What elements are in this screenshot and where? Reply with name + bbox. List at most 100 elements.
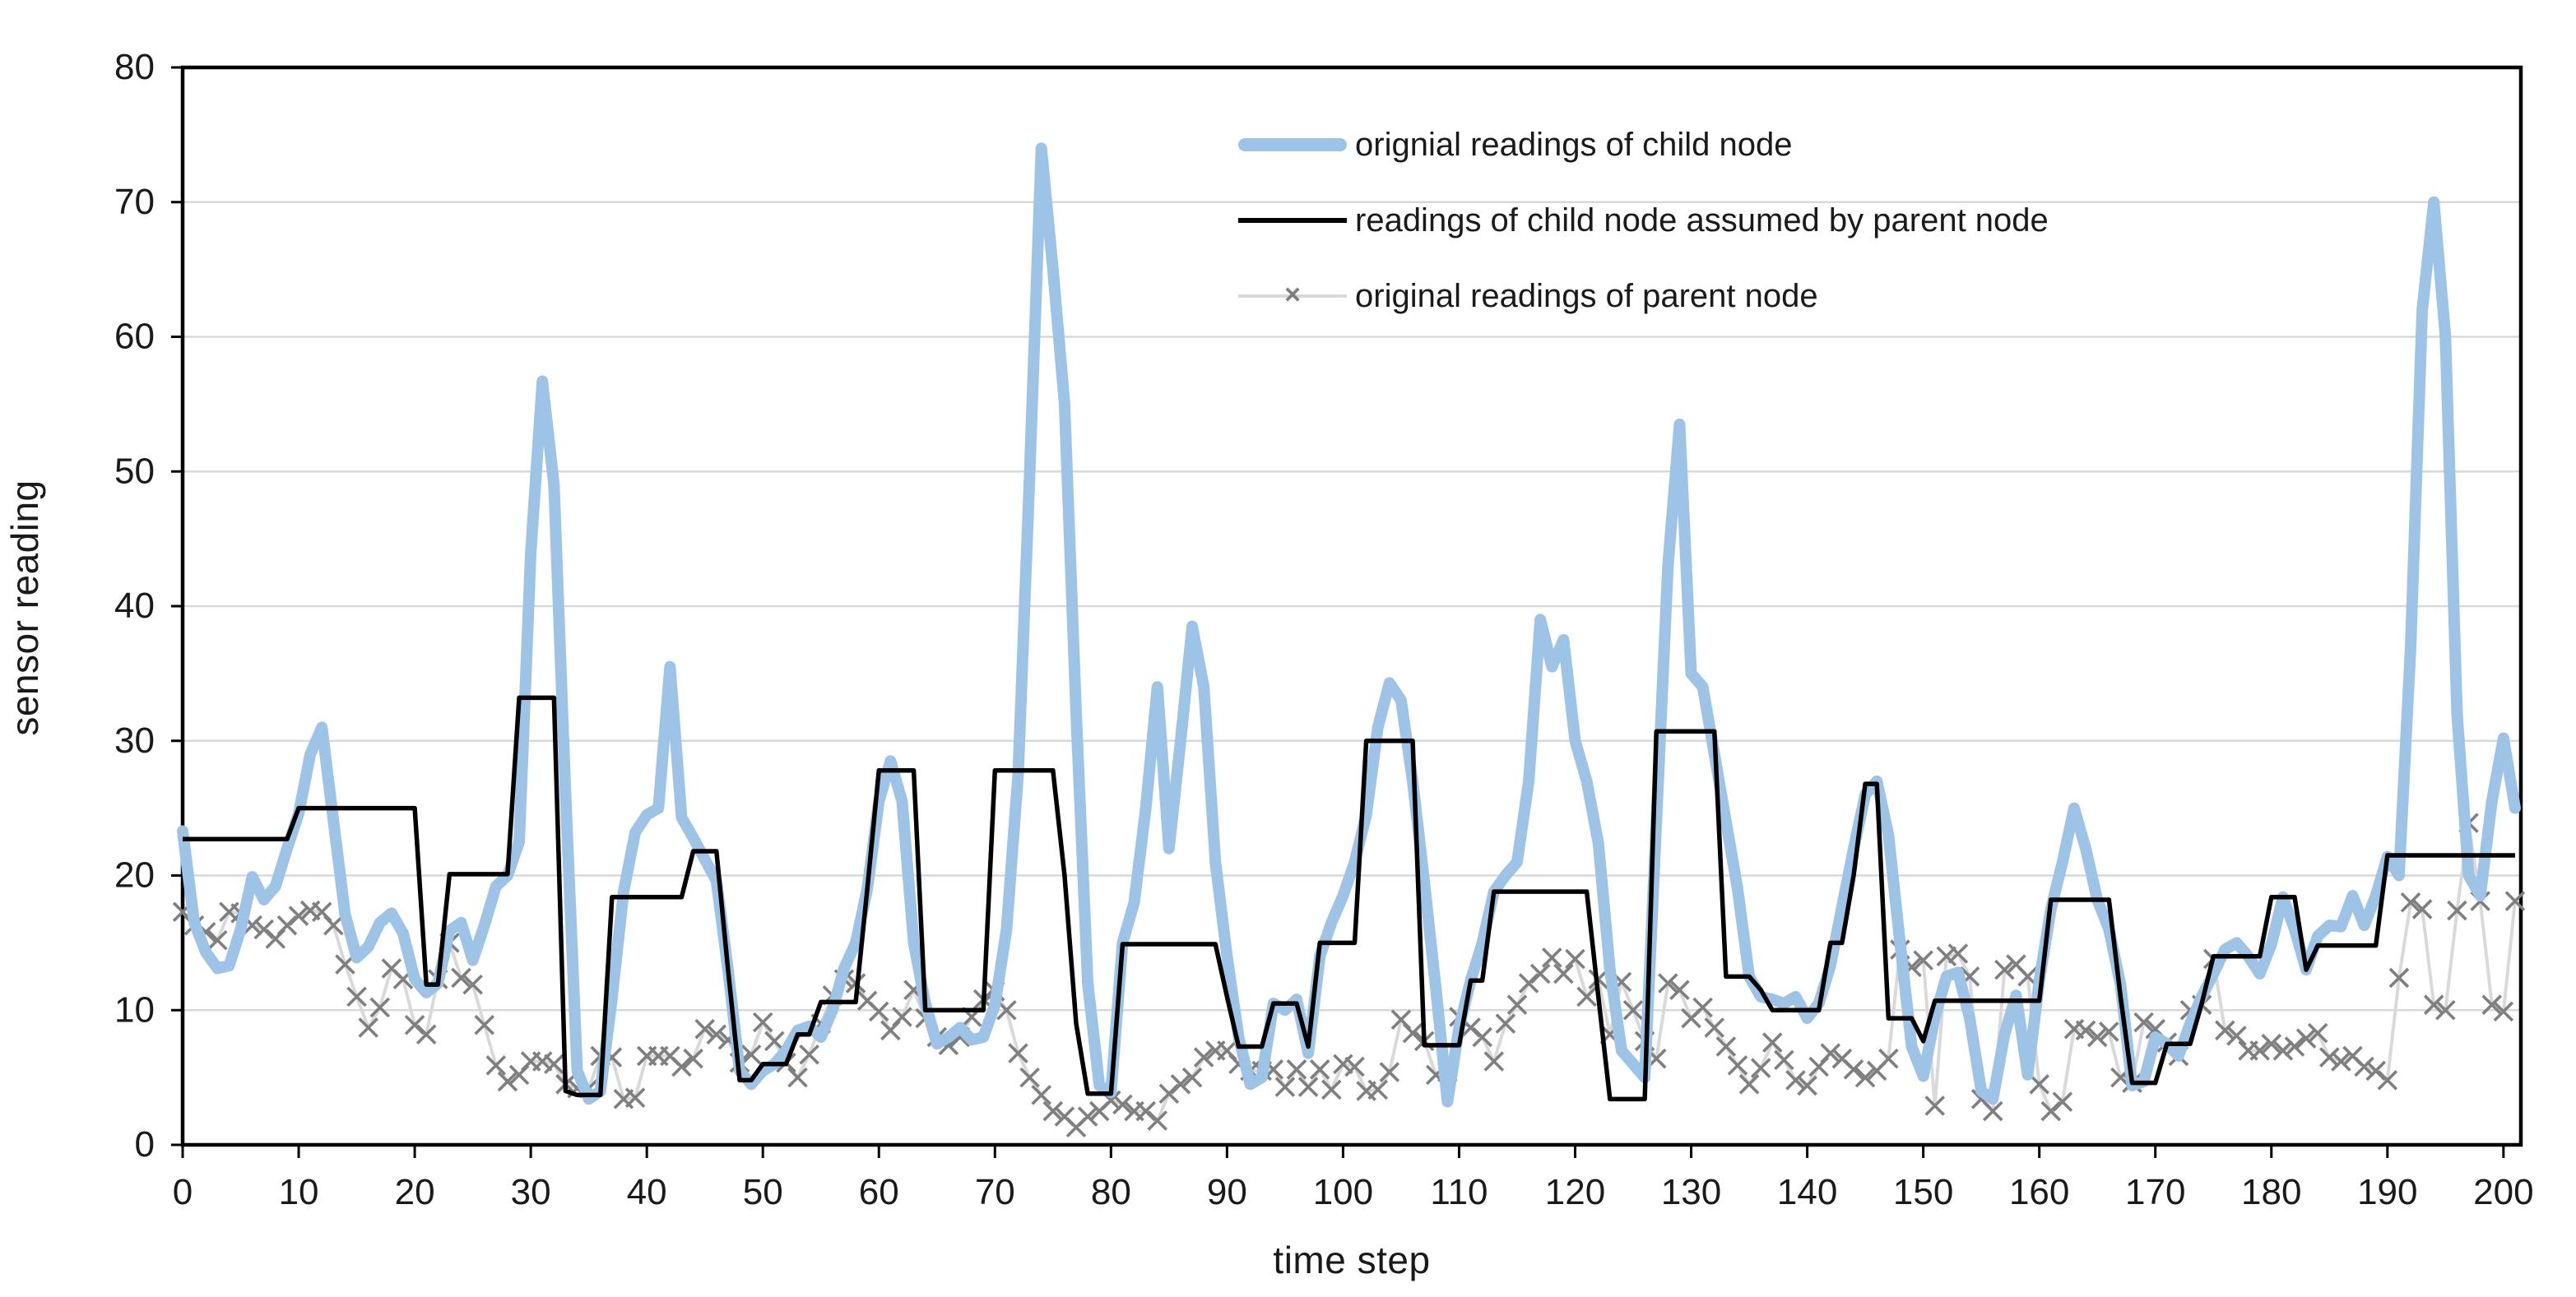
parent-x-marker xyxy=(1193,1047,1214,1068)
parent-x-marker xyxy=(1797,1075,1817,1096)
parent-x-marker xyxy=(1913,950,1933,970)
x-tick-label: 80 xyxy=(1091,1172,1131,1212)
x-tick-label: 70 xyxy=(975,1172,1015,1212)
y-tick-label: 50 xyxy=(114,451,155,491)
x-tick-label: 10 xyxy=(279,1172,319,1212)
parent-x-marker xyxy=(787,1067,808,1088)
parent-x-marker xyxy=(404,1014,425,1035)
parent-x-marker xyxy=(2400,892,2421,913)
x-tick-label: 170 xyxy=(2125,1172,2185,1212)
child-original-line-icon xyxy=(1238,138,1347,151)
assumed-line-icon xyxy=(1238,218,1347,223)
parent-x-marker xyxy=(2295,1028,2317,1049)
parent-x-marker xyxy=(2354,1056,2374,1077)
parent-x-marker xyxy=(369,997,391,1018)
parent-x-marker xyxy=(1483,1051,1505,1072)
x-tick-label: 30 xyxy=(511,1172,551,1212)
parent-x-marker xyxy=(764,1031,785,1052)
parent-x-marker xyxy=(683,1048,703,1069)
parent-x-marker xyxy=(2319,1047,2340,1068)
parent-x-marker xyxy=(497,1071,518,1092)
parent-x-marker xyxy=(1854,1067,1876,1088)
parent-x-marker xyxy=(1472,1026,1492,1048)
y-axis-title: sensor reading xyxy=(3,479,46,736)
x-tick-label: 120 xyxy=(1545,1172,1605,1212)
parent-x-marker xyxy=(1565,948,1585,970)
parent-x-marker xyxy=(2423,994,2444,1015)
parent-x-marker xyxy=(1367,1079,1389,1100)
parent-x-marker xyxy=(2435,999,2456,1021)
parent-x-marker xyxy=(1658,973,1678,994)
parent-x-marker xyxy=(1181,1067,1203,1088)
parent-x-marker xyxy=(1529,963,1551,984)
legend-label: original readings of parent node xyxy=(1355,277,1818,314)
parent-x-marker xyxy=(740,1045,762,1065)
parent-x-marker xyxy=(2215,1020,2235,1041)
parent-x-marker xyxy=(2040,1100,2062,1122)
legend-label: readings of child node assumed by parent… xyxy=(1355,201,2049,239)
legend-item-child-assumed: readings of child node assumed by parent… xyxy=(1238,183,2049,258)
parent-x-marker xyxy=(1727,1055,1748,1076)
parent-x-marker xyxy=(2029,1074,2049,1095)
parent-x-marker xyxy=(1506,994,1528,1015)
parent-x-marker xyxy=(1982,1100,2003,1122)
parent-x-marker xyxy=(451,967,471,989)
x-tick-label: 100 xyxy=(1313,1172,1373,1212)
parent-x-marker xyxy=(1704,1017,1725,1038)
parent-x-marker xyxy=(2272,1040,2294,1061)
x-tick-label: 90 xyxy=(1207,1172,1247,1212)
parent-x-marker xyxy=(207,929,228,951)
parent-x-marker xyxy=(1774,1049,1794,1071)
parent-x-marker xyxy=(706,1024,727,1045)
parent-x-marker xyxy=(346,986,367,1007)
parent-x-marker xyxy=(1286,1059,1307,1080)
legend: orignial readings of child node readings… xyxy=(1238,107,2049,334)
x-tick-label: 20 xyxy=(395,1172,435,1212)
parent-x-marker xyxy=(2133,1012,2154,1033)
parent-x-marker xyxy=(671,1056,692,1077)
parent-x-marker xyxy=(2261,1033,2282,1054)
x-tick-label: 140 xyxy=(1777,1172,1837,1212)
legend-item-parent-original: × original readings of parent node xyxy=(1238,258,2049,334)
parent-x-marker xyxy=(2249,1040,2270,1061)
parent-x-marker xyxy=(2377,1070,2398,1091)
parent-x-marker xyxy=(868,1001,889,1022)
parent-x-marker xyxy=(892,1007,912,1027)
x-tick-label: 110 xyxy=(1430,1172,1488,1212)
x-tick-label: 190 xyxy=(2357,1172,2417,1212)
x-tick-label: 0 xyxy=(173,1172,193,1212)
parent-x-marker xyxy=(1553,963,1574,984)
parent-x-marker xyxy=(1785,1070,1806,1091)
parent-x-marker xyxy=(752,1012,773,1033)
y-tick-label: 10 xyxy=(114,989,155,1030)
parent-x-marker xyxy=(1402,1022,1423,1044)
parent-x-marker xyxy=(1019,1067,1040,1088)
parent-x-marker xyxy=(2284,1036,2305,1057)
parent-x-marker xyxy=(276,915,298,936)
parent-x-marker xyxy=(799,1045,819,1065)
parent-x-marker xyxy=(288,906,309,926)
parent-x-marker xyxy=(358,1017,378,1038)
parent-x-marker xyxy=(1715,1036,1737,1057)
x-tick-label: 50 xyxy=(743,1172,783,1212)
x-tick-label: 40 xyxy=(627,1172,667,1212)
parent-x-marker xyxy=(2226,1026,2247,1046)
parent-line-x-marker-icon: × xyxy=(1238,281,1347,309)
parent-x-marker xyxy=(1692,997,1713,1018)
parent-x-marker xyxy=(1924,1096,1946,1116)
parent-x-marker xyxy=(2411,899,2433,919)
parent-x-marker xyxy=(1576,986,1597,1007)
parent-x-marker xyxy=(462,974,483,995)
parent-x-marker xyxy=(1379,1062,1400,1082)
legend-label: orignial readings of child node xyxy=(1355,126,1793,163)
parent-x-marker xyxy=(1669,980,1690,1000)
parent-x-marker xyxy=(2388,967,2410,989)
parent-x-marker xyxy=(2447,900,2467,921)
parent-x-marker xyxy=(1750,1058,1771,1078)
parent-x-marker xyxy=(2307,1022,2328,1044)
parent-x-marker xyxy=(1135,1100,1156,1122)
y-tick-label: 30 xyxy=(114,720,155,761)
parent-x-marker xyxy=(415,1024,437,1045)
parent-x-marker xyxy=(1495,1013,1516,1034)
y-tick-label: 20 xyxy=(114,855,155,896)
